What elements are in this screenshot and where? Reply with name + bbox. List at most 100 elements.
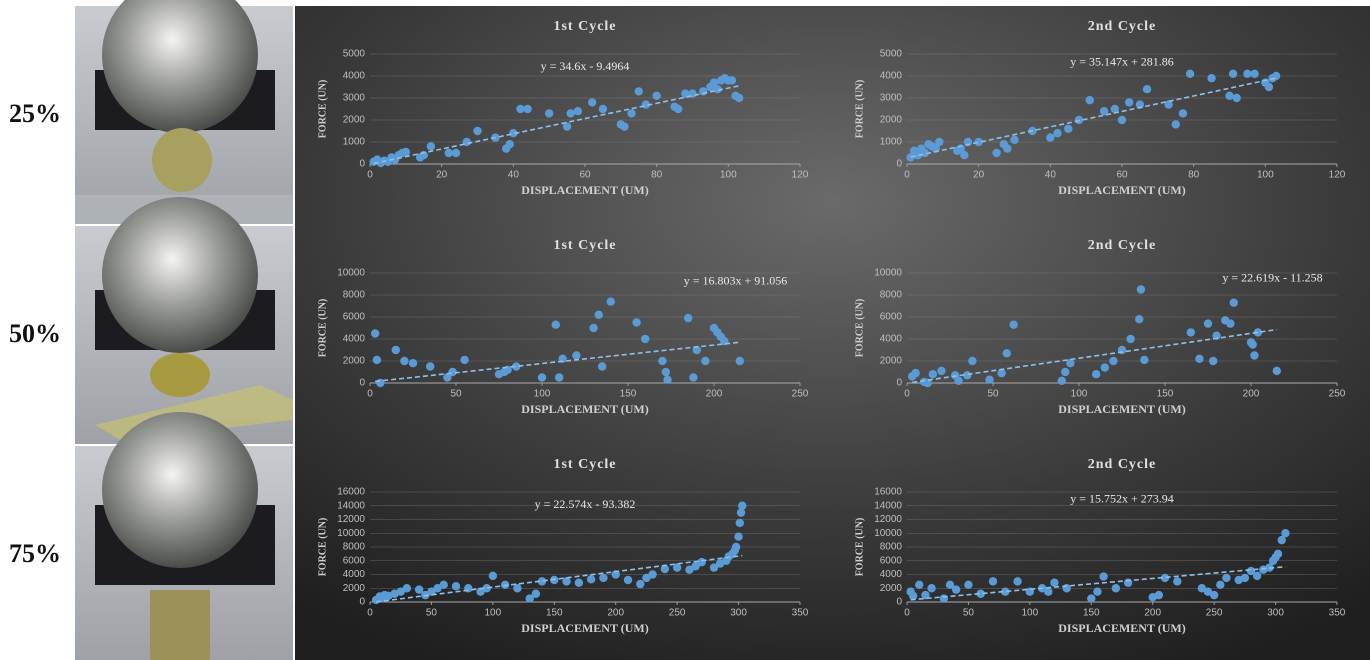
y-tick-label: 8000	[880, 542, 903, 553]
point	[734, 532, 742, 540]
point	[452, 149, 460, 157]
point	[506, 140, 514, 148]
row-label: 50%	[9, 319, 61, 348]
y-tick-label: 6000	[343, 312, 366, 323]
y-tick-label: 1000	[343, 137, 366, 148]
x-tick-label: 100	[720, 170, 737, 181]
point	[1064, 125, 1072, 133]
point	[732, 543, 740, 551]
x-axis-label: DISPLACEMENT (UM)	[1058, 402, 1185, 416]
y-tick-label: 4000	[880, 71, 903, 82]
photos	[75, 0, 293, 660]
point	[1009, 321, 1017, 329]
point	[1265, 83, 1273, 91]
x-tick-label: 50	[426, 608, 438, 619]
point	[624, 576, 632, 584]
point	[674, 105, 682, 113]
point	[636, 580, 644, 588]
y-tick-label: 3000	[880, 93, 903, 104]
x-tick-label: 150	[620, 389, 637, 400]
point	[1195, 355, 1203, 363]
point	[1061, 368, 1069, 376]
point	[402, 148, 410, 156]
point	[689, 373, 697, 381]
x-tick-label: 100	[1071, 389, 1088, 400]
point	[937, 367, 945, 375]
x-tick-label: 300	[730, 608, 747, 619]
point	[575, 579, 583, 587]
point	[1126, 335, 1134, 343]
point	[1216, 581, 1224, 589]
y-axis-label: FORCE (UN)	[317, 299, 328, 358]
point	[607, 297, 615, 305]
y-axis-label: FORCE (UN)	[317, 80, 328, 139]
point	[989, 577, 997, 585]
point	[940, 594, 948, 602]
photo	[75, 412, 293, 660]
x-axis-label: DISPLACEMENT (UM)	[521, 621, 648, 635]
point	[1187, 328, 1195, 336]
y-axis-label: FORCE (UN)	[854, 299, 865, 358]
point	[373, 356, 381, 364]
point	[1173, 577, 1181, 585]
x-tick-label: 80	[1188, 170, 1200, 181]
point	[523, 105, 531, 113]
x-tick-label: 200	[1144, 608, 1161, 619]
point	[927, 584, 935, 592]
x-tick-label: 100	[1257, 170, 1274, 181]
y-tick-label: 2000	[880, 583, 903, 594]
point	[572, 351, 580, 359]
point	[684, 314, 692, 322]
y-tick-label: 0	[359, 378, 365, 389]
y-tick-label: 2000	[343, 356, 366, 367]
x-tick-label: 100	[534, 389, 551, 400]
x-tick-label: 120	[1329, 170, 1346, 181]
x-axis-label: DISPLACEMENT (UM)	[521, 183, 648, 197]
point	[1086, 96, 1094, 104]
point	[555, 373, 563, 381]
y-tick-label: 10000	[874, 268, 902, 279]
x-tick-label: 200	[607, 608, 624, 619]
point	[513, 584, 521, 592]
point	[1092, 370, 1100, 378]
point	[960, 151, 968, 159]
point	[1225, 92, 1233, 100]
point	[1232, 94, 1240, 102]
point	[1281, 529, 1289, 537]
y-tick-label: 16000	[337, 487, 365, 498]
point	[1172, 120, 1180, 128]
y-tick-label: 0	[896, 597, 902, 608]
y-tick-label: 6000	[880, 555, 903, 566]
point	[1179, 109, 1187, 117]
x-tick-label: 50	[450, 389, 462, 400]
point	[532, 590, 540, 598]
x-tick-label: 40	[1045, 170, 1057, 181]
point	[992, 149, 1000, 157]
y-tick-label: 2000	[343, 115, 366, 126]
chart-title: 2nd Cycle	[1088, 238, 1157, 253]
point	[911, 369, 919, 377]
point	[1207, 74, 1215, 82]
y-tick-label: 4000	[880, 334, 903, 345]
point	[954, 377, 962, 385]
point	[1230, 299, 1238, 307]
y-tick-label: 0	[896, 378, 902, 389]
point	[1210, 591, 1218, 599]
chart-title: 1st Cycle	[553, 19, 616, 34]
y-tick-label: 10000	[337, 528, 365, 539]
point	[598, 362, 606, 370]
point	[658, 357, 666, 365]
y-axis-label: FORCE (UN)	[854, 518, 865, 577]
x-tick-label: 20	[436, 170, 448, 181]
point	[1143, 85, 1151, 93]
point	[1243, 70, 1251, 78]
y-tick-label: 5000	[880, 49, 903, 60]
point	[1209, 357, 1217, 365]
y-axis-label: FORCE (UN)	[317, 518, 328, 577]
x-tick-label: 250	[669, 608, 686, 619]
row-label: 25%	[9, 99, 61, 128]
figure: 25% 50% 75% 1st Cycle0100020003000400050…	[0, 0, 1370, 660]
chart-title: 1st Cycle	[553, 457, 616, 472]
x-tick-label: 0	[904, 608, 910, 619]
point	[985, 376, 993, 384]
